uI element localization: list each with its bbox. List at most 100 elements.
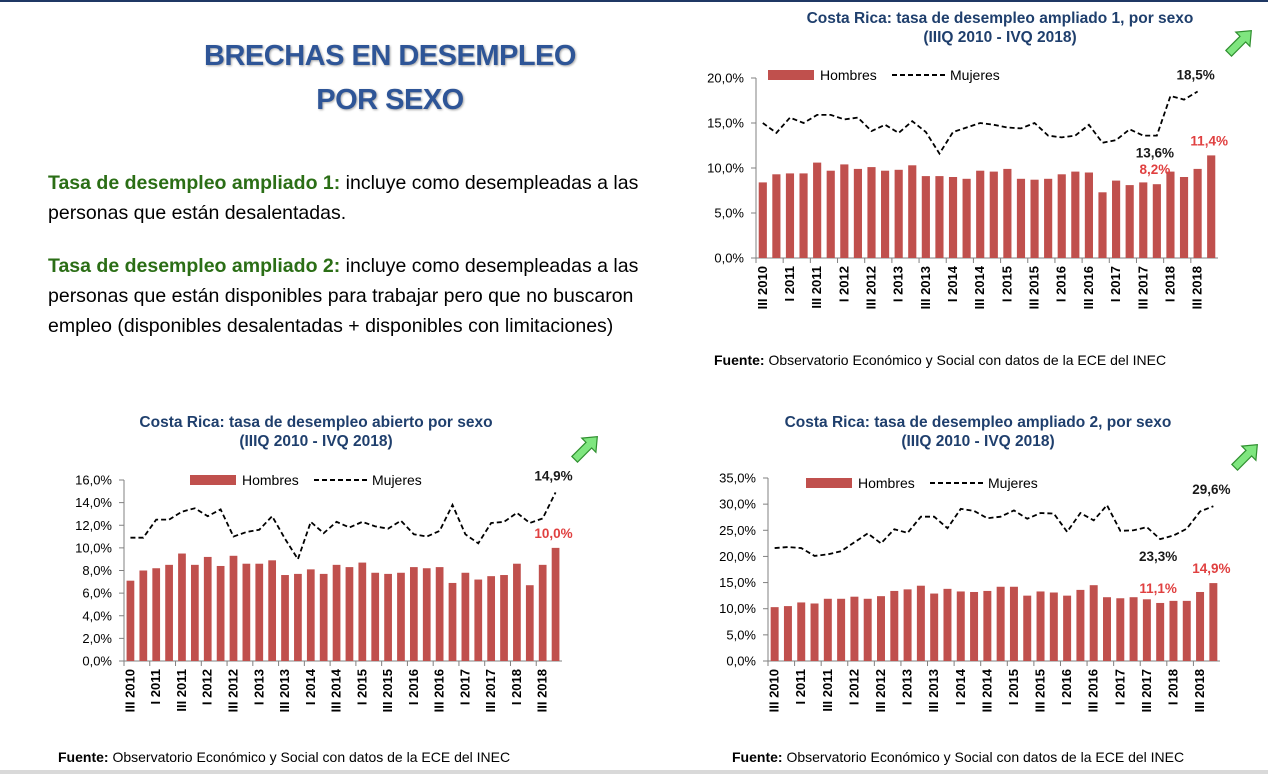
bar-hombres (1169, 600, 1178, 661)
x-tick-label: I 2012 (836, 266, 851, 302)
source-label: Fuente: (732, 749, 783, 765)
bar-hombres (783, 606, 792, 661)
x-tick-label: III 2010 (755, 266, 770, 309)
x-tick-label: III 2010 (122, 669, 137, 712)
bar-hombres (1071, 171, 1080, 258)
trend-arrow-shape (571, 436, 598, 463)
bar-hombres (785, 173, 795, 258)
x-tick-label: I 2015 (354, 669, 369, 705)
bar-hombres (1179, 177, 1189, 258)
bar-hombres (294, 573, 302, 661)
chart-abierto-source: Fuente: Observatorio Económico y Social … (58, 749, 510, 765)
definition-ampliado-2: Tasa de desempleo ampliado 2: incluye co… (48, 251, 668, 341)
x-tick-label: III 2014 (972, 265, 987, 309)
bar-hombres (345, 567, 354, 661)
x-tick-label: III 2013 (926, 669, 941, 712)
bar-hombres (1089, 585, 1098, 661)
definition-term: Tasa de desempleo ampliado 1: (48, 172, 341, 194)
chart-annotation: 11,4% (1190, 133, 1228, 148)
x-tick-label: I 2013 (251, 669, 266, 705)
trend-arrow-shape (1225, 30, 1252, 57)
bar-hombres (397, 572, 405, 661)
bar-hombres (956, 591, 965, 661)
bar-hombres (970, 591, 979, 661)
legend-label-mujeres: Mujeres (988, 475, 1038, 491)
chart-title: Costa Rica: tasa de desempleo abierto po… (139, 414, 492, 431)
line-mujeres (130, 492, 557, 562)
line-mujeres (774, 503, 1214, 557)
bar-hombres (1152, 184, 1161, 258)
x-tick-label: I 2017 (1108, 266, 1123, 302)
top-border (0, 0, 1268, 2)
chart-annotation: 10,0% (534, 526, 572, 541)
bar-hombres (409, 567, 418, 661)
bar-hombres (513, 563, 521, 661)
legend-label-hombres: Hombres (820, 67, 877, 83)
source-text: Observatorio Económico y Social con dato… (108, 749, 511, 765)
y-tick-label: 12,0% (75, 518, 112, 533)
legend-label-mujeres: Mujeres (372, 472, 422, 488)
bar-hombres (916, 585, 925, 661)
y-tick-label: 30,0% (719, 497, 756, 512)
bar-hombres (126, 580, 135, 661)
bar-hombres (448, 582, 457, 661)
bar-hombres (229, 555, 238, 661)
y-tick-label: 0,0% (82, 654, 112, 669)
x-tick-label: III 2012 (864, 266, 879, 309)
bar-hombres (190, 564, 199, 661)
source-text: Observatorio Económico y Social con dato… (782, 749, 1185, 765)
x-tick-label: III 2014 (979, 668, 994, 712)
y-tick-label: 35,0% (719, 471, 756, 486)
bar-hombres (903, 589, 912, 661)
bar-hombres (384, 573, 392, 661)
bar-hombres (962, 178, 971, 258)
bar-hombres (358, 562, 367, 661)
bar-hombres (1076, 589, 1085, 661)
x-tick-label: III 2011 (174, 669, 189, 712)
x-tick-label: I 2017 (457, 669, 472, 705)
trend-arrow-icon (571, 436, 598, 463)
chart-ampliado-1-source: Fuente: Observatorio Económico y Social … (714, 352, 1166, 368)
x-tick-label: I 2014 (945, 265, 960, 302)
bar-hombres (799, 173, 808, 258)
x-tick-label: III 2017 (483, 669, 498, 712)
chart-annotation: 14,9% (1192, 561, 1230, 576)
chart-subtitle: (IIIQ 2010 - IVQ 2018) (239, 433, 392, 450)
bar-hombres (837, 598, 846, 661)
bar-hombres (216, 565, 225, 661)
bar-hombres (203, 556, 212, 661)
bar-hombres (435, 567, 444, 661)
definition-text: incluye como desempleadas a las personas… (48, 255, 639, 337)
bar-hombres (840, 164, 849, 258)
x-tick-label: III 2016 (1086, 669, 1101, 712)
x-tick-label: I 2012 (200, 669, 215, 705)
legend-swatch-hombres (768, 70, 814, 80)
y-tick-label: 25,0% (719, 523, 756, 538)
bar-hombres (943, 588, 952, 661)
source-text: Observatorio Económico y Social con dato… (764, 352, 1167, 368)
bar-hombres (810, 603, 819, 661)
y-tick-label: 16,0% (75, 473, 112, 488)
x-tick-label: III 2013 (277, 669, 292, 712)
bar-hombres (255, 563, 264, 661)
bar-hombres (1049, 592, 1058, 661)
chart-annotation: 13,6% (1136, 146, 1174, 161)
bar-hombres (500, 575, 508, 661)
bar-hombres (1193, 168, 1202, 258)
bar-hombres (1044, 178, 1053, 258)
chart-annotation: 18,5% (1176, 68, 1214, 83)
x-tick-label: III 2014 (329, 668, 344, 712)
y-tick-label: 8,0% (82, 563, 112, 578)
trend-arrow-icon (1225, 30, 1252, 57)
bar-hombres (306, 569, 315, 661)
x-tick-label: III 2017 (1139, 669, 1154, 712)
bar-hombres (1016, 178, 1026, 258)
x-tick-label: III 2011 (809, 266, 824, 309)
y-tick-label: 15,0% (719, 575, 756, 590)
line-mujeres (762, 90, 1199, 156)
bar-hombres (930, 593, 939, 661)
x-tick-label: III 2018 (1192, 669, 1207, 712)
bar-hombres (319, 573, 328, 661)
y-tick-label: 5,0% (726, 627, 756, 642)
bar-hombres (935, 176, 944, 258)
